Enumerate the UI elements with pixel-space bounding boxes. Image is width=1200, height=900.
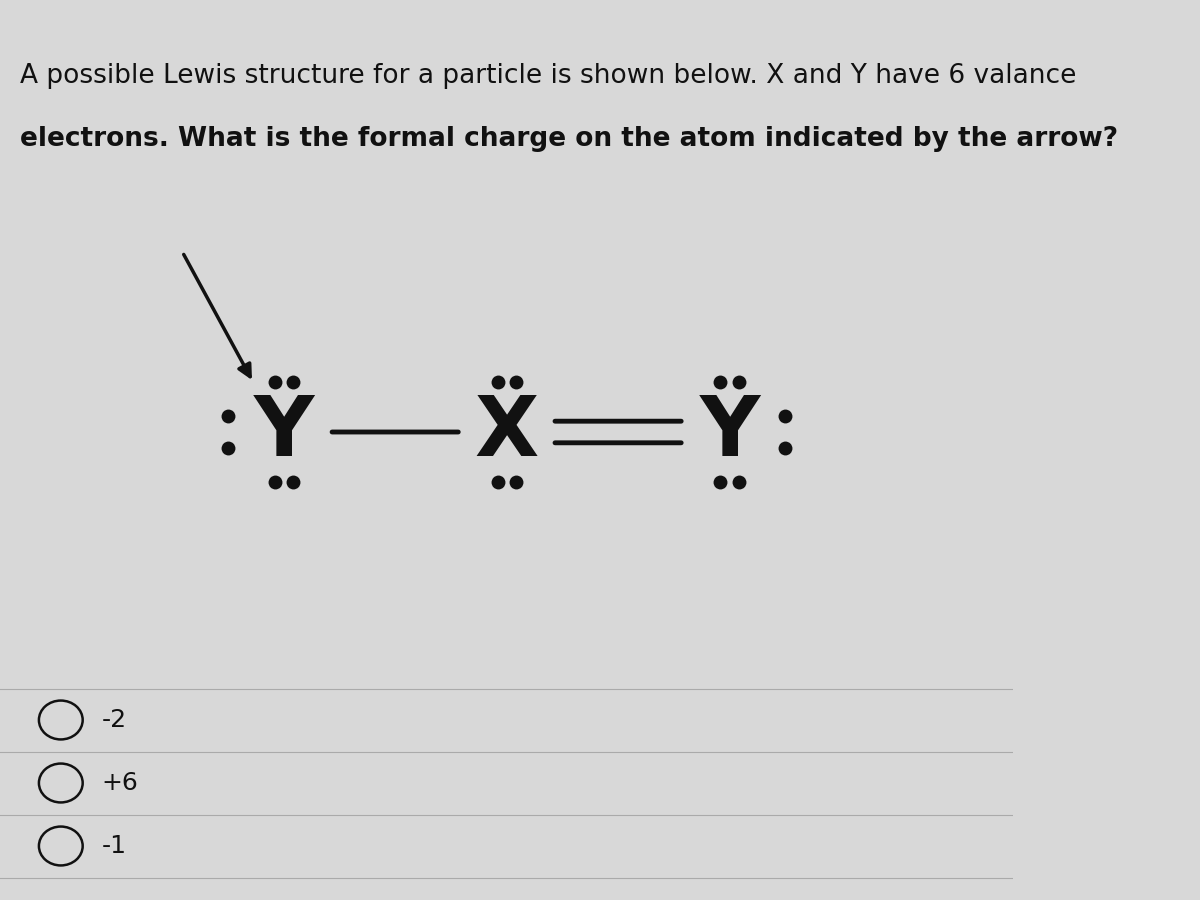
Text: A possible Lewis structure for a particle is shown below. X and Y have 6 valance: A possible Lewis structure for a particl… (20, 63, 1076, 89)
Text: +6: +6 (101, 771, 138, 795)
Text: -2: -2 (101, 708, 126, 732)
Text: Y: Y (700, 392, 760, 472)
Text: -1: -1 (101, 834, 126, 858)
Text: X: X (474, 392, 539, 472)
Text: electrons. What is the formal charge on the atom indicated by the arrow?: electrons. What is the formal charge on … (20, 126, 1118, 152)
Text: Y: Y (253, 392, 314, 472)
